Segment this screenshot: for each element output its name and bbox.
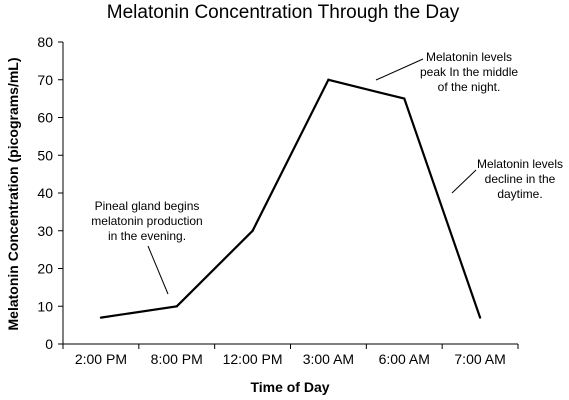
y-tick-label: 80 <box>37 34 53 50</box>
x-tick-label: 3:00 AM <box>303 351 354 367</box>
data-point <box>175 305 178 308</box>
data-point <box>327 78 330 81</box>
annotation-leader-line <box>147 245 169 295</box>
y-tick-label: 70 <box>37 72 53 88</box>
y-tick-label: 60 <box>37 110 53 126</box>
y-tick-label: 0 <box>45 336 53 352</box>
melatonin-series-line <box>100 78 482 319</box>
annotation-leader-line <box>451 169 477 194</box>
annotation-leader-line <box>375 58 424 81</box>
y-tick-label: 20 <box>37 261 53 277</box>
x-axis-label: Time of Day <box>250 379 329 395</box>
data-point <box>99 316 103 319</box>
data-point <box>403 97 406 100</box>
x-tick-label: 2:00 PM <box>75 351 127 367</box>
x-tick-label: 8:00 PM <box>151 351 203 367</box>
annotations: Pineal gland begins melatonin production i… <box>91 50 563 295</box>
data-point <box>251 229 254 232</box>
x-tick-label: 12:00 PM <box>223 351 283 367</box>
annotation-text: Melatonin levels decline in the daytime. <box>477 157 563 201</box>
data-point <box>478 316 482 319</box>
y-ticks: 0 10 20 30 40 50 60 70 80 <box>37 34 63 352</box>
annotation-text: Melatonin levels peak In the middle of the… <box>420 50 518 94</box>
chart-title: Melatonin Concentration Through the Day <box>107 2 460 23</box>
x-tick-label: 6:00 AM <box>379 351 430 367</box>
data-points <box>99 78 482 319</box>
y-tick-label: 30 <box>37 223 53 239</box>
annotation-text: Pineal gland begins melatonin production i… <box>91 199 202 243</box>
y-axis-label: Melatonin Concentration (picograms/mL) <box>5 57 21 330</box>
x-ticks: 2:00 PM 8:00 PM 12:00 PM 3:00 AM 6:00 AM 7:00… <box>62 344 519 367</box>
x-tick-label: 7:00 AM <box>454 351 505 367</box>
y-tick-label: 10 <box>37 298 53 314</box>
y-tick-label: 40 <box>37 185 53 201</box>
y-tick-label: 50 <box>37 147 53 163</box>
